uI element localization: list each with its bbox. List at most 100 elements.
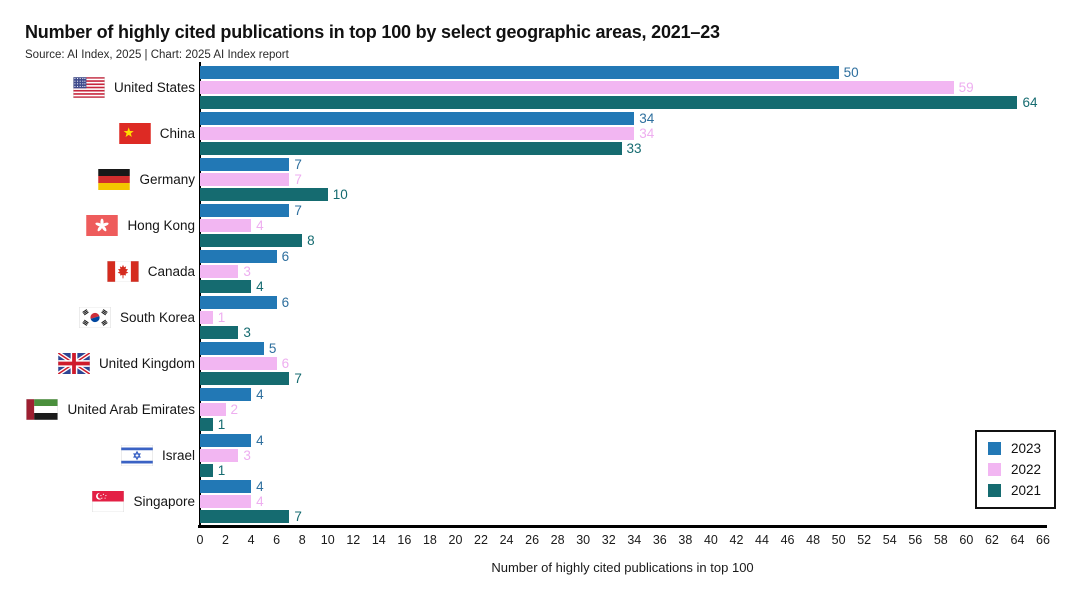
value-label: 6 [281, 249, 290, 264]
bar-2022 [200, 219, 252, 232]
bar-2023 [200, 112, 635, 125]
value-label: 7 [294, 509, 302, 524]
category-label-row: Canada [0, 250, 195, 293]
bar-2022 [200, 357, 277, 370]
il-flag [120, 445, 153, 466]
x-tick-label: 44 [755, 533, 769, 547]
x-tick-label: 52 [857, 533, 872, 547]
bar-2023 [200, 434, 252, 447]
value-label: 3 [243, 325, 251, 340]
x-tick-label: 6 [273, 533, 281, 547]
x-tick-label: 16 [397, 533, 412, 547]
bar-2021 [200, 96, 1018, 109]
us-flag [72, 77, 105, 98]
category-label: United Kingdom [98, 356, 195, 371]
x-tick-label: 66 [1036, 533, 1050, 547]
x-tick-label: 38 [678, 533, 693, 547]
value-label: 3 [243, 264, 251, 279]
value-label: 34 [639, 111, 655, 126]
legend-label: 2022 [1011, 462, 1042, 477]
legend-label: 2021 [1011, 483, 1042, 498]
kr-flag [78, 307, 111, 328]
value-label: 7 [294, 203, 302, 218]
category-label-row: United Kingdom [0, 342, 195, 385]
value-label: 6 [281, 356, 290, 371]
x-tick-label: 48 [806, 533, 821, 547]
value-label: 2 [230, 402, 239, 417]
bar-2021 [200, 464, 213, 477]
category-label: Canada [147, 264, 195, 279]
value-label: 8 [307, 233, 315, 248]
bar-2023 [200, 342, 264, 355]
x-tick-label: 56 [908, 533, 923, 547]
legend-item-2022: 2022 [988, 462, 1041, 477]
category-label-row: Hong Kong [0, 204, 195, 247]
category-label: China [159, 126, 195, 141]
category-label-row: Singapore [0, 480, 195, 523]
category-label: Hong Kong [127, 218, 195, 233]
value-label: 1 [217, 310, 226, 325]
value-label: 59 [958, 80, 974, 95]
bar-2021 [200, 188, 328, 201]
bar-2022 [200, 449, 239, 462]
x-tick-label: 60 [959, 533, 974, 547]
bar-2021 [200, 234, 303, 247]
x-tick-label: 20 [448, 533, 463, 547]
value-label: 5 [268, 341, 277, 356]
value-label: 10 [332, 187, 348, 202]
bar-2023 [200, 66, 839, 79]
legend-swatch-icon [988, 442, 1001, 455]
value-label: 4 [256, 494, 264, 509]
category-label-row: China [0, 112, 195, 155]
bar-2023 [200, 250, 277, 263]
category-label-row: South Korea [0, 296, 195, 339]
legend-label: 2023 [1011, 441, 1042, 456]
x-tick-label: 40 [703, 533, 718, 547]
category-label-row: United Arab Emirates [0, 388, 195, 431]
x-tick-label: 14 [371, 533, 386, 547]
value-label: 33 [626, 141, 642, 156]
bar-2022 [200, 173, 290, 186]
value-label: 7 [294, 157, 302, 172]
bar-2021 [200, 280, 252, 293]
bar-2021 [200, 326, 239, 339]
de-flag [98, 169, 131, 190]
bar-2022 [200, 403, 226, 416]
bar-2022 [200, 265, 239, 278]
category-label: Israel [161, 448, 195, 463]
x-axis-line [198, 525, 1047, 528]
x-tick-label: 58 [933, 533, 948, 547]
value-label: 64 [1022, 95, 1038, 110]
category-label: United States [113, 80, 195, 95]
bar-2022 [200, 127, 635, 140]
bar-2022 [200, 81, 954, 94]
legend-swatch-icon [988, 484, 1001, 497]
x-tick-label: 36 [652, 533, 667, 547]
value-label: 4 [256, 218, 264, 233]
value-label: 6 [281, 295, 290, 310]
x-tick-label: 34 [627, 533, 642, 547]
legend-item-2023: 2023 [988, 441, 1041, 456]
bar-2021 [200, 372, 290, 385]
x-tick-label: 8 [298, 533, 306, 547]
x-tick-label: 64 [1010, 533, 1025, 547]
bar-2023 [200, 296, 277, 309]
chart-title: Number of highly cited publications in t… [25, 22, 720, 42]
category-label: Germany [139, 172, 195, 187]
bar-2023 [200, 204, 290, 217]
x-tick-label: 42 [729, 533, 744, 547]
bar-2022 [200, 495, 252, 508]
bar-2023 [200, 158, 290, 171]
x-tick-label: 32 [601, 533, 616, 547]
x-tick-label: 10 [320, 533, 335, 547]
category-label: United Arab Emirates [67, 402, 195, 417]
chart-source: Source: AI Index, 2025 | Chart: 2025 AI … [25, 49, 289, 61]
hk-flag [86, 215, 119, 236]
x-tick-label: 24 [499, 533, 514, 547]
bar-2023 [200, 388, 252, 401]
legend: 2023 2022 2021 [975, 430, 1057, 509]
bar-2021 [200, 142, 622, 155]
cn-flag [118, 123, 151, 144]
